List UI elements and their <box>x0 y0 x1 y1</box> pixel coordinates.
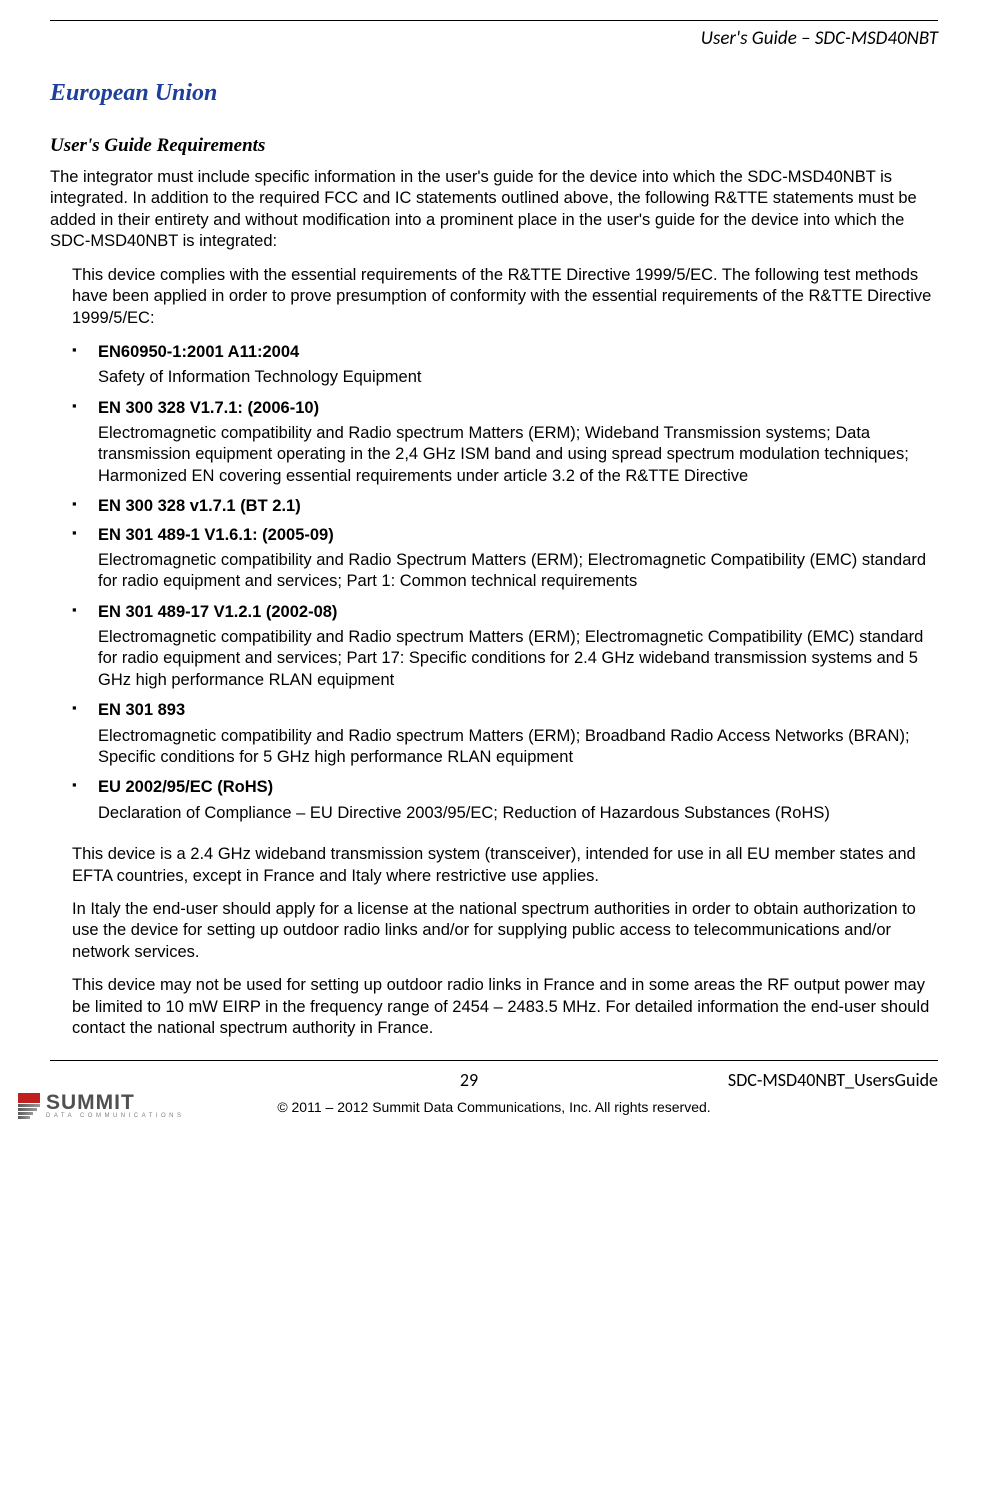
document-page: User's Guide – SDC-MSD40NBT European Uni… <box>0 0 988 1125</box>
header-doc-title: User's Guide – SDC-MSD40NBT <box>50 27 938 50</box>
standard-desc: Safety of Information Technology Equipme… <box>98 367 938 388</box>
closing-p3: This device may not be used for setting … <box>72 975 938 1039</box>
closing-p2: In Italy the end-user should apply for a… <box>72 899 938 963</box>
list-item: EU 2002/95/EC (RoHS) Declaration of Comp… <box>72 776 938 824</box>
spacer <box>50 832 938 844</box>
footer-doc-id: SDC-MSD40NBT_UsersGuide <box>728 1069 938 1091</box>
subsection-title: User's Guide Requirements <box>50 135 938 157</box>
intro-paragraph: The integrator must include specific inf… <box>50 167 938 253</box>
standard-title: EN 301 893 <box>98 699 938 721</box>
list-item: EN 301 893 Electromagnetic compatibility… <box>72 699 938 768</box>
logo-subtext: DATA COMMUNICATIONS <box>46 1113 185 1119</box>
summit-logo: SUMMIT DATA COMMUNICATIONS <box>18 1092 185 1119</box>
standards-list: EN60950-1:2001 A11:2004 Safety of Inform… <box>72 341 938 824</box>
standard-desc: Electromagnetic compatibility and Radio … <box>98 726 938 769</box>
list-item: EN 301 489-17 V1.2.1 (2002-08) Electroma… <box>72 601 938 692</box>
list-item: EN 300 328 v1.7.1 (BT 2.1) <box>72 495 938 517</box>
standard-title: EN 300 328 v1.7.1 (BT 2.1) <box>98 495 938 517</box>
list-item: EN 301 489-1 V1.6.1: (2005-09) Electroma… <box>72 524 938 593</box>
section-title: European Union <box>50 80 938 107</box>
header-rule <box>50 20 938 21</box>
footer-row: 29 SDC-MSD40NBT_UsersGuide <box>50 1069 938 1091</box>
closing-p1: This device is a 2.4 GHz wideband transm… <box>72 844 938 887</box>
standard-title: EU 2002/95/EC (RoHS) <box>98 776 938 798</box>
standard-desc: Electromagnetic compatibility and Radio … <box>98 423 938 487</box>
standard-title: EN 300 328 V1.7.1: (2006-10) <box>98 397 938 419</box>
standard-title: EN 301 489-17 V1.2.1 (2002-08) <box>98 601 938 623</box>
footer-rule <box>50 1060 938 1061</box>
logo-mark-icon <box>18 1093 40 1119</box>
standard-title: EN 301 489-1 V1.6.1: (2005-09) <box>98 524 938 546</box>
compliance-intro: This device complies with the essential … <box>72 265 938 329</box>
page-number: 29 <box>210 1069 728 1091</box>
standard-title: EN60950-1:2001 A11:2004 <box>98 341 938 363</box>
list-item: EN60950-1:2001 A11:2004 Safety of Inform… <box>72 341 938 389</box>
logo-text: SUMMIT <box>46 1092 185 1113</box>
standard-desc: Electromagnetic compatibility and Radio … <box>98 550 938 593</box>
standard-desc: Declaration of Compliance – EU Directive… <box>98 803 938 824</box>
standard-desc: Electromagnetic compatibility and Radio … <box>98 627 938 691</box>
logo-text-wrap: SUMMIT DATA COMMUNICATIONS <box>46 1092 185 1119</box>
list-item: EN 300 328 V1.7.1: (2006-10) Electromagn… <box>72 397 938 488</box>
